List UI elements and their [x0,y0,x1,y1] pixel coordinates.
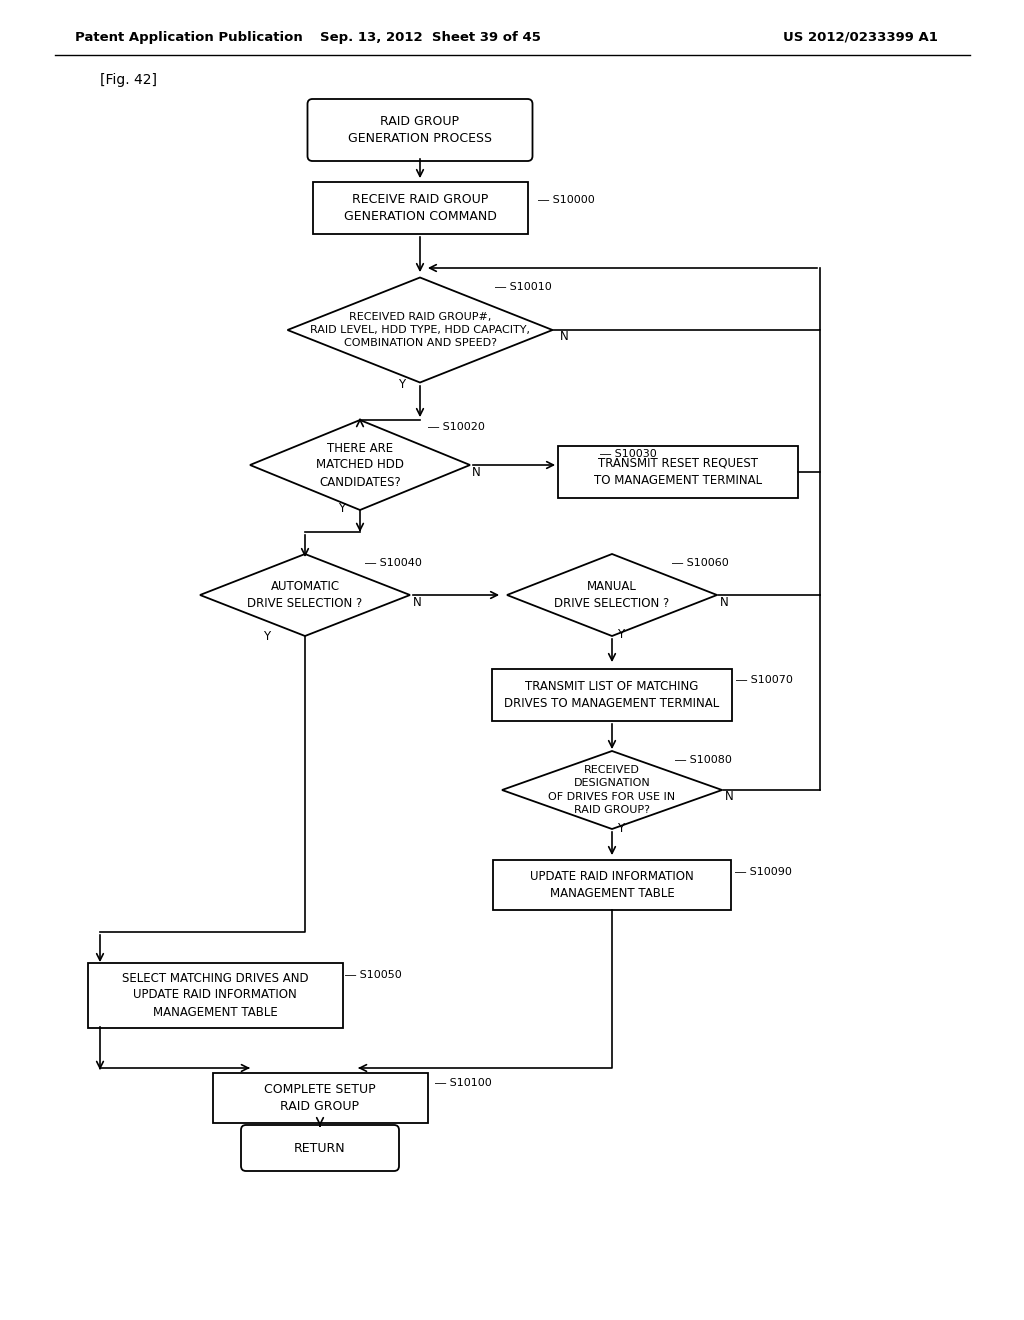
FancyBboxPatch shape [241,1125,399,1171]
Text: N: N [560,330,568,342]
Text: MANUAL
DRIVE SELECTION ?: MANUAL DRIVE SELECTION ? [554,579,670,610]
Text: Y: Y [398,379,406,392]
Polygon shape [250,420,470,510]
Text: RAID GROUP
GENERATION PROCESS: RAID GROUP GENERATION PROCESS [348,115,492,145]
Bar [213,1073,427,1123]
Text: N: N [725,789,734,803]
Text: TRANSMIT RESET REQUEST
TO MANAGEMENT TERMINAL: TRANSMIT RESET REQUEST TO MANAGEMENT TER… [594,457,762,487]
Bar [312,182,527,234]
Text: Y: Y [617,821,624,834]
Text: ― S10080: ― S10080 [675,755,732,766]
Text: AUTOMATIC
DRIVE SELECTION ?: AUTOMATIC DRIVE SELECTION ? [248,579,362,610]
Text: ― S10040: ― S10040 [365,558,422,568]
Bar [492,669,732,721]
Text: Y: Y [263,630,270,643]
Text: ― S10090: ― S10090 [735,867,792,876]
FancyBboxPatch shape [307,99,532,161]
Bar [493,861,731,909]
Text: ― S10100: ― S10100 [435,1078,492,1088]
Text: N: N [720,595,729,609]
Text: Sep. 13, 2012  Sheet 39 of 45: Sep. 13, 2012 Sheet 39 of 45 [319,30,541,44]
Text: TRANSMIT LIST OF MATCHING
DRIVES TO MANAGEMENT TERMINAL: TRANSMIT LIST OF MATCHING DRIVES TO MANA… [505,680,720,710]
Text: SELECT MATCHING DRIVES AND
UPDATE RAID INFORMATION
MANAGEMENT TABLE: SELECT MATCHING DRIVES AND UPDATE RAID I… [122,972,308,1019]
Text: THERE ARE
MATCHED HDD
CANDIDATES?: THERE ARE MATCHED HDD CANDIDATES? [316,441,404,488]
Text: RECEIVED RAID GROUP#,
RAID LEVEL, HDD TYPE, HDD CAPACITY,
COMBINATION AND SPEED?: RECEIVED RAID GROUP#, RAID LEVEL, HDD TY… [310,312,530,348]
Polygon shape [502,751,722,829]
Text: ― S10030: ― S10030 [600,449,656,459]
Polygon shape [200,554,410,636]
Text: RETURN: RETURN [294,1142,346,1155]
Text: COMPLETE SETUP
RAID GROUP: COMPLETE SETUP RAID GROUP [264,1082,376,1113]
Text: ― S10060: ― S10060 [672,558,729,568]
Text: UPDATE RAID INFORMATION
MANAGEMENT TABLE: UPDATE RAID INFORMATION MANAGEMENT TABLE [530,870,694,900]
Text: [Fig. 42]: [Fig. 42] [100,73,157,87]
Text: Y: Y [617,627,624,640]
Bar [558,446,798,498]
Text: ― S10000: ― S10000 [538,195,595,205]
Bar [87,962,342,1027]
Polygon shape [288,277,553,383]
Text: ― S10020: ― S10020 [428,422,485,432]
Text: ― S10070: ― S10070 [736,675,793,685]
Text: RECEIVED
DESIGNATION
OF DRIVES FOR USE IN
RAID GROUP?: RECEIVED DESIGNATION OF DRIVES FOR USE I… [549,766,676,814]
Text: Patent Application Publication: Patent Application Publication [75,30,303,44]
Text: N: N [413,595,422,609]
Polygon shape [507,554,717,636]
Text: RECEIVE RAID GROUP
GENERATION COMMAND: RECEIVE RAID GROUP GENERATION COMMAND [344,193,497,223]
Text: N: N [472,466,480,479]
Text: Y: Y [338,502,345,515]
Text: ― S10010: ― S10010 [495,282,552,292]
Text: ― S10050: ― S10050 [345,970,401,979]
Text: US 2012/0233399 A1: US 2012/0233399 A1 [782,30,937,44]
